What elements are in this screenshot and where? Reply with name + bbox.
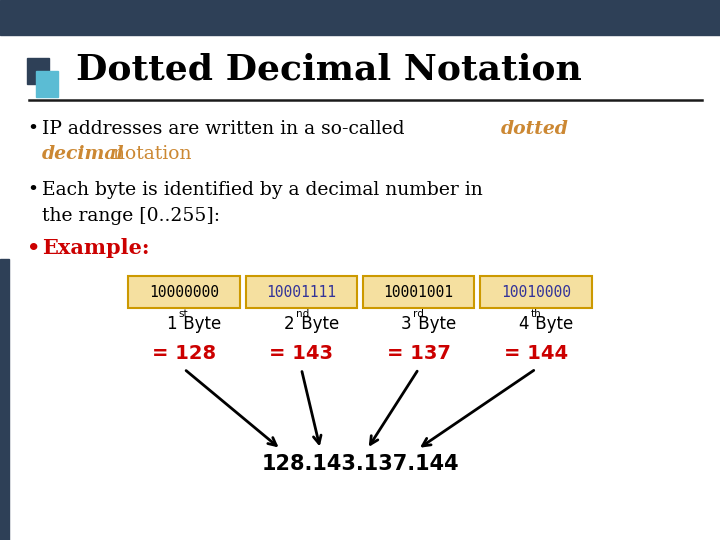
Text: Example:: Example: bbox=[42, 238, 149, 259]
Text: Each byte is identified by a decimal number in: Each byte is identified by a decimal num… bbox=[42, 181, 482, 199]
Text: 10000000: 10000000 bbox=[149, 285, 219, 300]
Text: IP addresses are written in a so-called: IP addresses are written in a so-called bbox=[42, 119, 410, 138]
Text: = 137: = 137 bbox=[387, 344, 451, 363]
Text: 128.143.137.144: 128.143.137.144 bbox=[261, 454, 459, 475]
Text: = 128: = 128 bbox=[152, 344, 216, 363]
Text: = 144: = 144 bbox=[504, 344, 568, 363]
Text: 10010000: 10010000 bbox=[501, 285, 571, 300]
Text: Byte: Byte bbox=[413, 315, 456, 333]
Text: •: • bbox=[27, 119, 38, 138]
Text: Byte: Byte bbox=[296, 315, 339, 333]
Text: 2: 2 bbox=[284, 315, 294, 333]
Text: decimal: decimal bbox=[42, 145, 125, 163]
Text: nd: nd bbox=[296, 309, 309, 319]
Text: •: • bbox=[27, 238, 41, 259]
Text: th: th bbox=[531, 309, 541, 319]
Text: 4: 4 bbox=[518, 315, 528, 333]
Text: Byte: Byte bbox=[531, 315, 574, 333]
Text: 1: 1 bbox=[166, 315, 177, 333]
Text: Dotted Decimal Notation: Dotted Decimal Notation bbox=[76, 52, 582, 86]
Text: Byte: Byte bbox=[179, 315, 222, 333]
Text: 10001001: 10001001 bbox=[384, 285, 454, 300]
Text: 3: 3 bbox=[401, 315, 412, 333]
Text: = 143: = 143 bbox=[269, 344, 333, 363]
Text: st: st bbox=[179, 309, 188, 319]
Text: dotted: dotted bbox=[500, 119, 568, 138]
Text: 10001111: 10001111 bbox=[266, 285, 336, 300]
Text: the range [0..255]:: the range [0..255]: bbox=[42, 207, 220, 225]
Text: notation: notation bbox=[107, 145, 191, 163]
Text: •: • bbox=[27, 181, 38, 199]
Text: rd: rd bbox=[413, 309, 424, 319]
